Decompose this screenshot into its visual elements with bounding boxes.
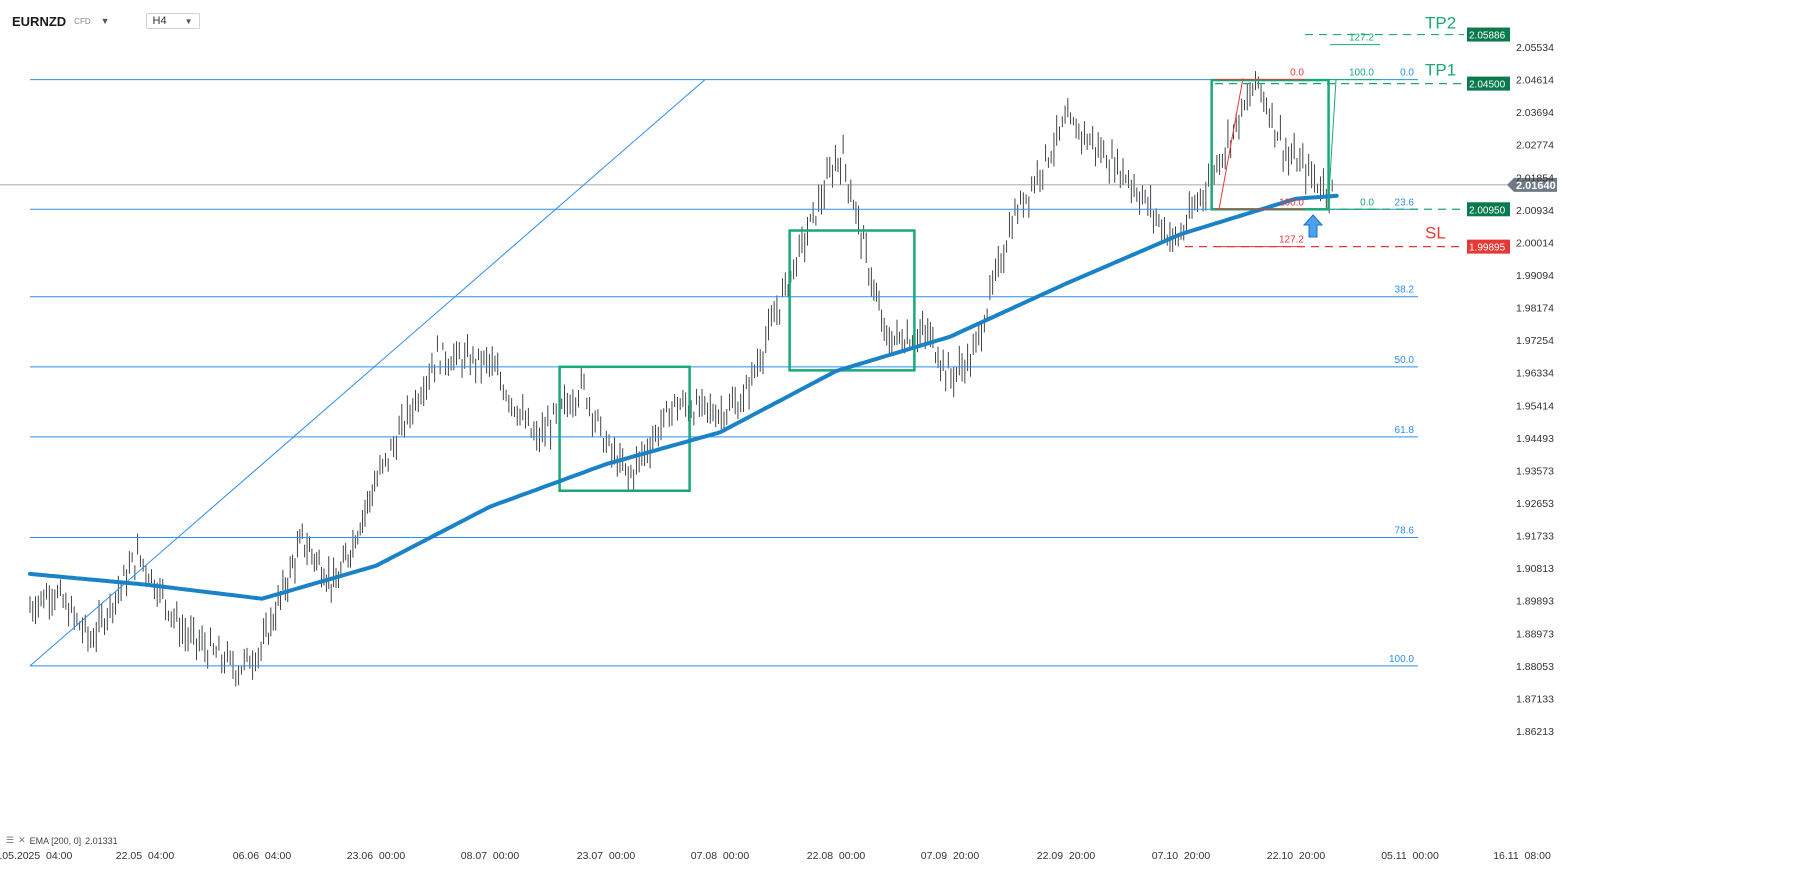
fib-level-label: 23.6 xyxy=(1395,197,1415,208)
x-tick-label: 22.09 20:00 xyxy=(1037,850,1096,862)
y-tick-label: 1.86213 xyxy=(1516,726,1554,738)
price-tag-value: 2.05886 xyxy=(1469,31,1506,42)
symbol-label[interactable]: EURNZD xyxy=(12,13,67,29)
fib-level-label: 78.6 xyxy=(1395,525,1415,536)
y-tick-label: 1.91733 xyxy=(1516,531,1554,543)
x-tick-label: 07.08 00:00 xyxy=(691,850,750,862)
x-tick-label: 22.08 00:00 xyxy=(807,850,866,862)
timeframe-label: H4 xyxy=(152,15,167,27)
x-tick-label: 22.10 20:00 xyxy=(1267,850,1326,862)
y-tick-label: 1.90813 xyxy=(1516,563,1554,575)
current-price-tag xyxy=(1507,177,1557,192)
chart-header: EURNZD CFD ▼ H4 ▼ xyxy=(12,10,200,32)
y-tick-label: 1.88973 xyxy=(1516,628,1554,640)
price-tag-value: 2.00950 xyxy=(1469,205,1506,216)
green-fib-label: 100.0 xyxy=(1349,68,1374,79)
y-axis: 2.05534 2.04614 2.03694 2.02774 2.01854 2.009… xyxy=(1516,42,1554,738)
y-tick-label: 1.97254 xyxy=(1516,335,1554,347)
current-price-value: 2.01640 xyxy=(1516,180,1556,192)
consolidation-box xyxy=(1210,78,1330,211)
y-tick-label: 1.89893 xyxy=(1516,596,1554,608)
fib-layer: 0.0 23.6 38.2 50.0 61.8 78.6 100.0 xyxy=(0,68,1515,667)
annotation-tp2: TP2 xyxy=(1425,14,1456,33)
fib-trend-line xyxy=(29,79,706,667)
price-tag-value: 2.04500 xyxy=(1469,80,1506,91)
annotation-tp1: TP1 xyxy=(1425,61,1456,80)
x-tick-label: 07.09 20:00 xyxy=(921,850,980,862)
price-tag xyxy=(1467,239,1510,254)
price-tag xyxy=(1467,27,1510,42)
y-tick-label: 2.05534 xyxy=(1516,42,1554,54)
ema-layer xyxy=(28,193,1339,601)
red-fib-label: 0.0 xyxy=(1290,68,1304,79)
x-tick-label: 07.10 20:00 xyxy=(1152,850,1211,862)
y-tick-label: 1.99094 xyxy=(1516,270,1554,282)
close-icon[interactable]: ✕ xyxy=(18,835,26,845)
red-fib-label: 100.0 xyxy=(1279,197,1304,208)
ema-line xyxy=(28,193,1339,601)
fib-level-label: 38.2 xyxy=(1395,285,1415,296)
consolidation-box xyxy=(788,229,916,372)
indicator-value: 2.01331 xyxy=(85,835,118,846)
y-tick-label: 1.87133 xyxy=(1516,693,1554,705)
chevron-down-icon: ▼ xyxy=(184,16,193,26)
annotation-sl: SL xyxy=(1425,224,1446,243)
x-tick-label: 05.11 00:00 xyxy=(1381,850,1439,862)
y-tick-label: 1.88053 xyxy=(1516,661,1554,673)
x-tick-label: 07.05.2025 04:00 xyxy=(0,850,72,862)
y-tick-label: 2.00934 xyxy=(1516,205,1554,217)
fib-level-label: 61.8 xyxy=(1395,425,1415,436)
red-fib-trend xyxy=(1218,78,1244,210)
y-tick-label: 1.94493 xyxy=(1516,433,1554,445)
boxes-layer xyxy=(558,78,1330,492)
y-tick-label: 1.92653 xyxy=(1516,498,1554,510)
price-tag xyxy=(1467,202,1510,217)
fib-level-label: 100.0 xyxy=(1389,654,1414,665)
x-tick-label: 16.11 08:00 xyxy=(1493,850,1551,862)
x-tick-label: 08.07 00:00 xyxy=(461,850,520,862)
green-fib-label: 127.2 xyxy=(1349,33,1374,44)
instrument-type: CFD xyxy=(74,16,91,26)
y-tick-label: 2.01854 xyxy=(1516,172,1554,184)
x-tick-label: 23.07 00:00 xyxy=(577,850,636,862)
y-tick-label: 2.02774 xyxy=(1516,140,1554,152)
price-tag-value: 1.99895 xyxy=(1469,243,1506,254)
x-tick-label: 06.06 04:00 xyxy=(233,850,292,862)
y-tick-label: 1.95414 xyxy=(1516,400,1554,412)
x-tick-label: 22.05 04:00 xyxy=(116,850,175,862)
green-fib-label: 0.0 xyxy=(1360,197,1374,208)
x-tick-label: 23.06 00:00 xyxy=(347,850,406,862)
y-tick-label: 2.03694 xyxy=(1516,107,1554,119)
symbol-dropdown-icon[interactable]: ▼ xyxy=(100,16,110,26)
fib-level-label: 0.0 xyxy=(1400,68,1414,79)
y-tick-label: 1.98174 xyxy=(1516,303,1554,315)
consolidation-box xyxy=(558,365,691,492)
settings-icon[interactable]: ☰ xyxy=(6,835,15,845)
timeframe-select[interactable]: H4 ▼ xyxy=(145,13,200,29)
y-tick-label: 2.00014 xyxy=(1516,237,1554,249)
y-tick-label: 1.96334 xyxy=(1516,368,1554,380)
red-fib-label: 127.2 xyxy=(1279,235,1304,246)
candles-layer xyxy=(29,71,1333,687)
x-axis: 07.05.2025 04:00 22.05 04:00 06.06 04:00 23… xyxy=(0,850,1551,862)
y-tick-label: 1.93573 xyxy=(1516,465,1554,477)
overlay-layer: 0.0 100.0 127.2 127.2 100.0 0.0 TP2 TP1 SL 2.0588… xyxy=(1185,14,1557,254)
y-tick-label: 2.04614 xyxy=(1516,75,1554,87)
price-tag xyxy=(1467,76,1510,91)
fib-level-label: 50.0 xyxy=(1395,355,1415,366)
green-fib-trend xyxy=(1327,80,1337,210)
buy-arrow-icon xyxy=(1302,214,1324,238)
indicator-label: EMA [200, 0] xyxy=(29,835,82,846)
indicator-legend: ☰ ✕ EMA [200, 0] 2.01331 xyxy=(6,835,118,846)
